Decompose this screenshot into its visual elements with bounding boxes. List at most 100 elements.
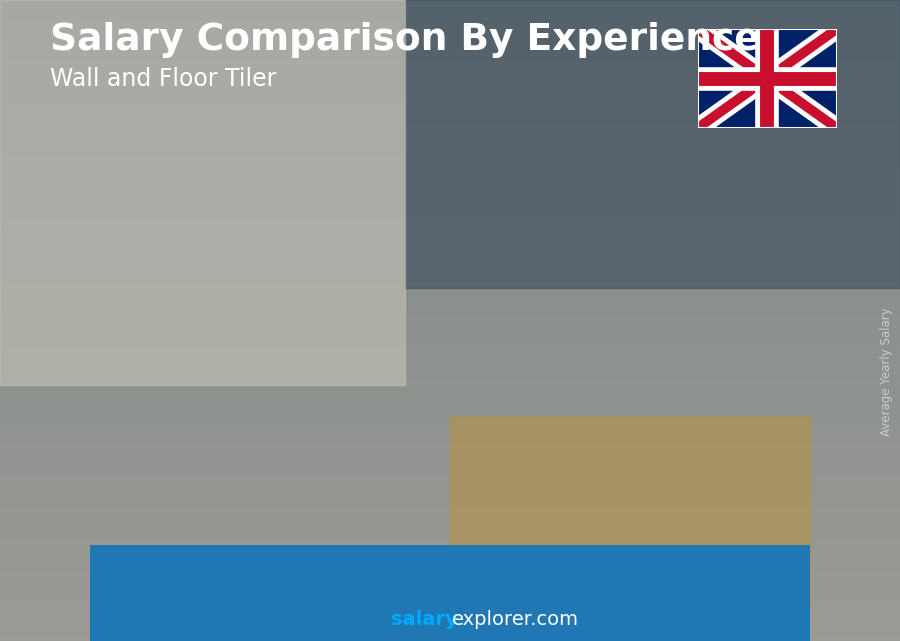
Bar <box>0 340 900 346</box>
Bar <box>0 346 900 353</box>
Bar <box>0 314 900 320</box>
Bar <box>0 551 900 558</box>
Bar <box>0 135 900 141</box>
Text: Salary Comparison By Experience: Salary Comparison By Experience <box>50 22 760 58</box>
Bar <box>473 290 535 558</box>
Bar <box>0 237 900 244</box>
Bar <box>0 320 900 327</box>
Bar <box>0 244 900 250</box>
Bar <box>0 109 900 115</box>
Bar <box>168 449 178 558</box>
Bar <box>0 192 900 199</box>
Bar <box>779 258 788 558</box>
Text: explorer.com: explorer.com <box>452 610 579 629</box>
Bar <box>0 455 900 462</box>
Bar <box>0 308 900 314</box>
Text: 10,900 GBP: 10,900 GBP <box>94 422 191 440</box>
Bar <box>0 51 900 58</box>
Bar <box>0 83 900 90</box>
Bar <box>0 359 900 365</box>
Bar <box>0 167 900 173</box>
Bar <box>230 399 291 403</box>
Bar <box>0 38 900 45</box>
Bar <box>0 128 900 135</box>
Bar <box>0 519 900 526</box>
Bar <box>0 397 900 404</box>
Bar <box>0 103 900 109</box>
Bar <box>0 122 900 128</box>
Bar <box>0 179 900 186</box>
Bar <box>0 58 900 64</box>
Bar <box>0 45 900 51</box>
Bar <box>0 147 900 154</box>
Bar <box>0 391 900 397</box>
Bar <box>535 298 544 558</box>
Bar <box>351 337 413 558</box>
Bar <box>0 212 900 218</box>
Bar <box>0 603 900 609</box>
Bar <box>0 19 900 26</box>
Bar <box>0 404 900 410</box>
Bar <box>0 622 900 628</box>
Bar <box>0 481 900 487</box>
Bar <box>0 13 900 19</box>
Bar <box>0 96 900 103</box>
Bar <box>0 628 900 635</box>
Bar <box>0 417 900 423</box>
Bar <box>0 301 900 308</box>
Bar <box>0 410 900 417</box>
Text: 30,100 GBP: 30,100 GBP <box>704 226 802 244</box>
Bar <box>0 0 405 385</box>
Text: 21,500 GBP: 21,500 GBP <box>338 314 436 332</box>
Bar <box>0 378 900 385</box>
Bar <box>0 372 900 378</box>
Bar <box>0 231 900 237</box>
Bar <box>0 500 900 506</box>
Bar <box>0 365 900 372</box>
Bar <box>0 282 900 288</box>
Text: 27,600 GBP: 27,600 GBP <box>582 251 680 269</box>
Bar <box>0 186 900 192</box>
Bar <box>0 0 900 6</box>
Bar <box>0 506 900 513</box>
Bar <box>450 417 810 609</box>
Bar <box>0 64 900 71</box>
Bar <box>107 446 168 558</box>
Text: Wall and Floor Tiler: Wall and Floor Tiler <box>50 67 276 91</box>
Bar <box>0 115 900 122</box>
Bar <box>405 0 900 288</box>
Bar <box>0 423 900 429</box>
Text: salary: salary <box>392 610 458 629</box>
Bar <box>0 141 900 147</box>
Bar <box>0 385 900 391</box>
Bar <box>717 249 779 558</box>
Bar <box>0 474 900 481</box>
Bar <box>0 436 900 442</box>
Bar <box>0 295 900 301</box>
Bar <box>90 545 810 641</box>
Bar <box>0 333 900 340</box>
Bar <box>0 173 900 179</box>
Bar <box>0 256 900 263</box>
Bar <box>0 462 900 468</box>
Text: +6%: +6% <box>538 213 601 237</box>
Text: Average Yearly Salary: Average Yearly Salary <box>880 308 893 436</box>
Bar <box>0 487 900 494</box>
Bar <box>0 327 900 333</box>
Bar <box>0 154 900 160</box>
Bar <box>0 615 900 622</box>
Bar <box>0 250 900 256</box>
Bar <box>0 596 900 603</box>
Bar <box>596 267 657 274</box>
Bar <box>0 545 900 551</box>
Bar <box>0 429 900 436</box>
Bar <box>0 288 900 295</box>
Bar <box>0 449 900 455</box>
Bar <box>0 276 900 282</box>
Bar <box>0 160 900 167</box>
Text: +9%: +9% <box>661 187 724 212</box>
Bar <box>473 283 535 290</box>
Bar <box>0 532 900 538</box>
Bar <box>0 570 900 577</box>
Text: +38%: +38% <box>163 323 244 347</box>
